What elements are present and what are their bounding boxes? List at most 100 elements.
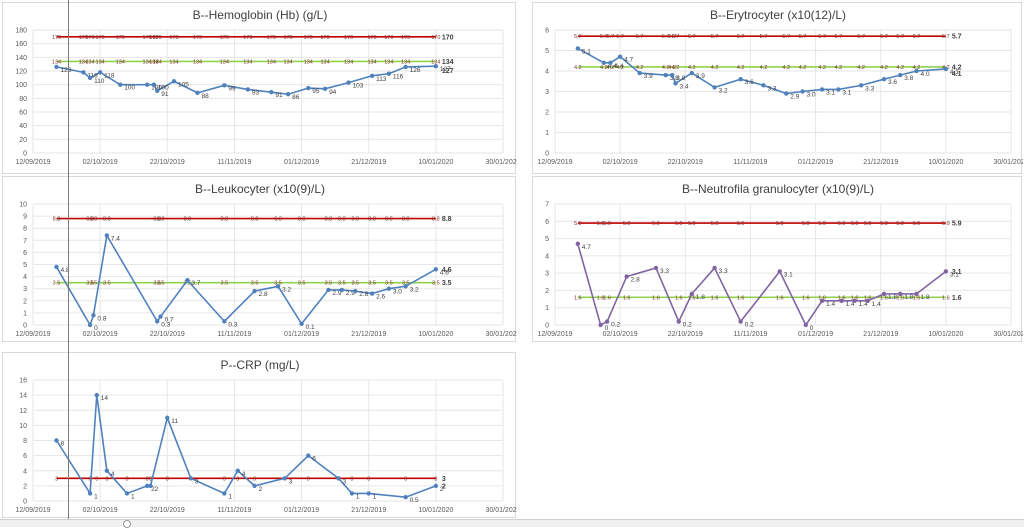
y-tick-label: 80 bbox=[19, 96, 27, 103]
data-point bbox=[118, 82, 123, 87]
lower-reference-point-label: 3.5 bbox=[153, 281, 161, 287]
data-label: 0.7 bbox=[165, 317, 174, 324]
data-label: 3.1 bbox=[826, 89, 835, 96]
lower-reference-point-label: 1.6 bbox=[623, 295, 631, 301]
data-label: 3.6 bbox=[745, 79, 754, 86]
data-point bbox=[803, 322, 808, 328]
upper-reference-point-label: 170 bbox=[85, 35, 94, 41]
data-point bbox=[306, 85, 311, 91]
bottom-scroll-strip[interactable] bbox=[0, 519, 1024, 527]
data-label: 1.4 bbox=[859, 301, 868, 308]
y-tick-label: 0 bbox=[545, 151, 549, 158]
upper-reference-point-label: 170 bbox=[304, 35, 313, 41]
lower-reference-point-label: 3.5 bbox=[368, 281, 376, 287]
y-tick-label: 3 bbox=[545, 89, 549, 96]
upper-reference-point-label: 5.7 bbox=[896, 34, 904, 40]
data-label: 2 bbox=[151, 486, 155, 493]
data-label: 3.0 bbox=[393, 289, 402, 296]
data-label: 3.7 bbox=[191, 280, 200, 287]
data-label: 14 bbox=[101, 395, 109, 402]
data-label: 3.8 bbox=[676, 75, 685, 82]
data-point bbox=[185, 278, 190, 283]
data-point bbox=[403, 495, 408, 500]
lower-reference-point-label: 134 bbox=[243, 59, 252, 65]
x-tick-label: 10/01/2020 bbox=[928, 159, 963, 166]
data-label: 2.9 bbox=[332, 290, 341, 297]
upper-reference-point-label: 170 bbox=[220, 35, 229, 41]
data-point bbox=[369, 73, 375, 78]
lower-reference-point-label: 134 bbox=[116, 59, 125, 65]
lower-reference-point-label: 4.2 bbox=[857, 65, 865, 71]
data-label: 3.9 bbox=[696, 73, 705, 80]
y-tick-label: 6 bbox=[23, 453, 27, 460]
y-tick-label: 2 bbox=[23, 298, 27, 305]
upper-reference-point-label: 170 bbox=[243, 35, 252, 41]
upper-reference-point-label: 5.7 bbox=[688, 34, 696, 40]
x-tick-label: 21/12/2019 bbox=[863, 331, 898, 338]
lower-reference-point-label: 1.6 bbox=[802, 295, 810, 301]
lower-reference-point-label: 134 bbox=[193, 59, 202, 65]
lower-reference-point-label: 1.6 bbox=[574, 295, 582, 301]
data-label: 0.1 bbox=[306, 324, 315, 331]
data-point bbox=[326, 287, 331, 293]
upper-reference-point-label: 170 bbox=[96, 35, 105, 41]
upper-reference-point-label: 5.7 bbox=[857, 34, 865, 40]
upper-reference-point-label: 5.9 bbox=[896, 221, 904, 227]
x-tick-label: 02/10/2019 bbox=[83, 507, 118, 514]
y-tick-label: 10 bbox=[19, 423, 27, 430]
chart-panel-erytrocyter: B--Erytrocyter (x10(12)/L) 0 1 2 3 4 5 6 12/09/2… bbox=[532, 2, 1023, 174]
data-point bbox=[104, 468, 110, 473]
data-label: 91 bbox=[161, 91, 169, 98]
data-point bbox=[852, 298, 857, 303]
upper-reference-point-label: 5.9 bbox=[597, 221, 605, 227]
data-label: 100 bbox=[158, 85, 169, 92]
data-point bbox=[624, 274, 629, 279]
x-tick-label: 11/11/2019 bbox=[217, 159, 251, 166]
lower-reference-point-label: 1.6 bbox=[880, 295, 888, 301]
upper-reference-point-label: 3 bbox=[434, 476, 437, 482]
data-point bbox=[819, 87, 825, 92]
data-point bbox=[738, 319, 743, 324]
upper-reference-point-label: 8.8 bbox=[325, 217, 333, 223]
data-label: 5.1 bbox=[582, 48, 591, 55]
x-tick-label: 11/11/2019 bbox=[217, 331, 251, 338]
data-point bbox=[275, 284, 281, 289]
data-label: 3.6 bbox=[888, 79, 897, 86]
data-point bbox=[637, 70, 642, 76]
lower-reference-point-label: 1.6 bbox=[711, 295, 719, 301]
data-point bbox=[165, 415, 170, 421]
upper-reference-point-label: 8.8 bbox=[338, 217, 346, 223]
upper-reference-point-label: 5.9 bbox=[652, 221, 660, 227]
data-point bbox=[346, 80, 351, 85]
lower-reference-point-label: 4.2 bbox=[913, 65, 921, 71]
data-label: 95 bbox=[312, 88, 320, 95]
data-point bbox=[403, 64, 408, 70]
data-point bbox=[689, 70, 694, 76]
lower-reference-point-label: 1.6 bbox=[597, 295, 605, 301]
lower-reference-point-label: 1.6 bbox=[688, 295, 696, 301]
upper-reference-point-label: 3 bbox=[95, 476, 98, 482]
data-point bbox=[898, 291, 903, 297]
data-point bbox=[222, 491, 227, 496]
data-point bbox=[222, 83, 227, 88]
data-point bbox=[881, 291, 887, 297]
data-label: 91 bbox=[275, 92, 283, 99]
data-label: 1.8 bbox=[888, 294, 897, 301]
data-point bbox=[322, 86, 328, 91]
y-tick-label: 180 bbox=[15, 28, 27, 35]
data-label: 4.7 bbox=[582, 244, 591, 251]
data-label: 110 bbox=[94, 78, 105, 85]
upper-reference-point-label: 170 bbox=[116, 35, 125, 41]
upper-reference-point-label: 5.7 bbox=[616, 34, 624, 40]
y-tick-label: 3 bbox=[23, 286, 27, 293]
data-label: 126 bbox=[61, 67, 72, 74]
lower-reference-point-label: 4.2 bbox=[574, 65, 582, 71]
upper-reference-point-label: 170 bbox=[149, 35, 158, 41]
data-point bbox=[598, 322, 603, 328]
y-tick-label: 1 bbox=[23, 310, 27, 317]
upper-reference-point-label: 170 bbox=[384, 35, 393, 41]
data-point bbox=[104, 233, 110, 238]
y-tick-label: 0 bbox=[23, 151, 27, 158]
lower-reference-point-label: 134 bbox=[367, 59, 376, 65]
chart-panel-leukocyter: B--Leukocyter (x10(9)/L) 0 1 2 3 4 5 6 7 8 9 10 12/0… bbox=[2, 176, 517, 342]
